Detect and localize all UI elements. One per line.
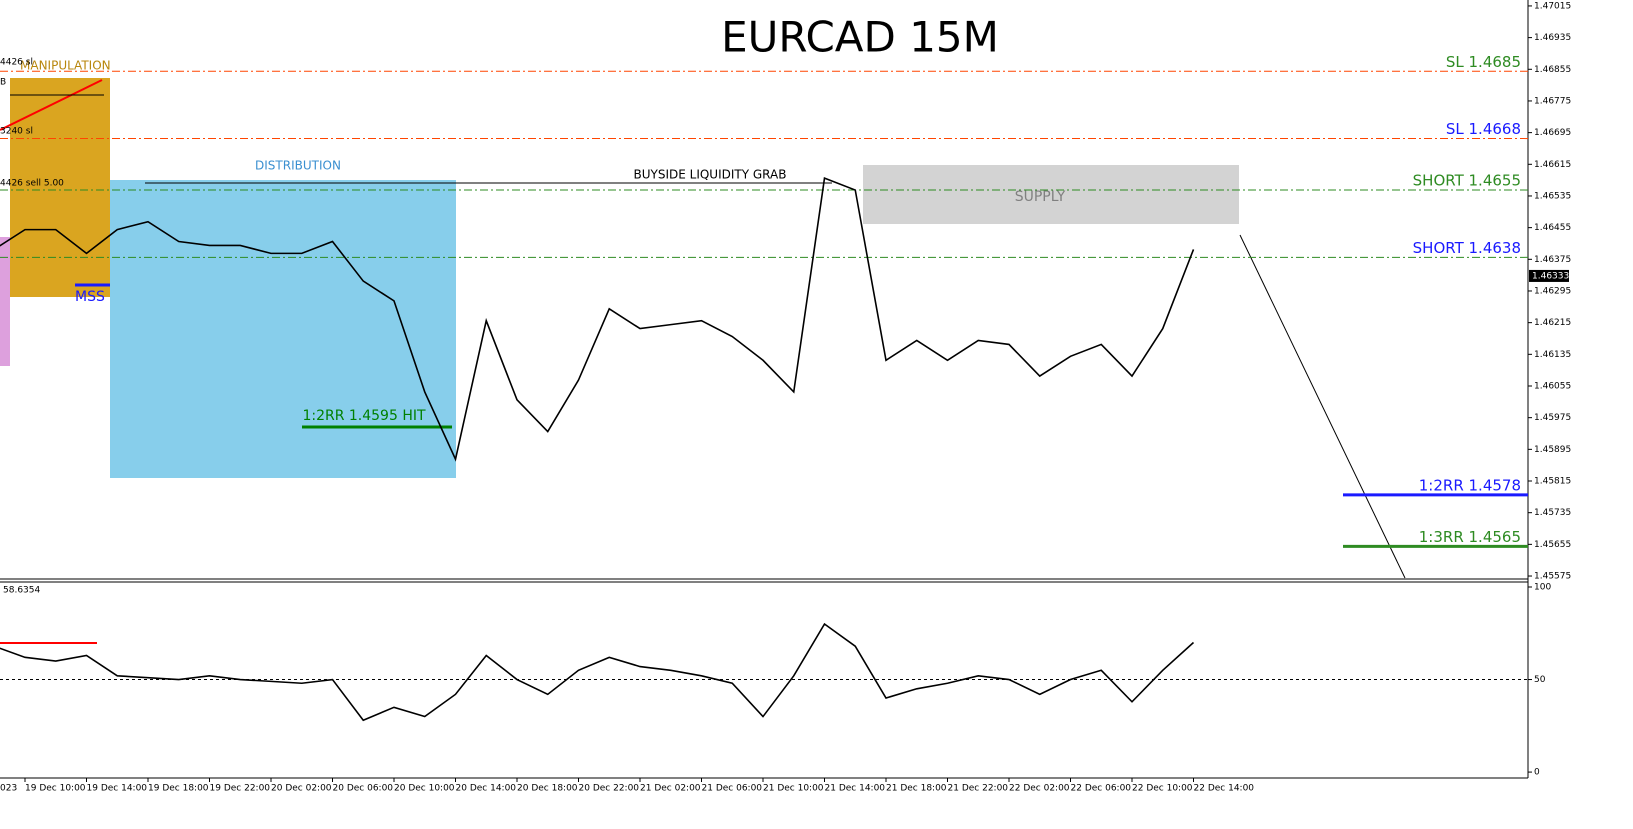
x-tick-label: 21 Dec 18:00: [886, 784, 947, 794]
x-tick-label: 21 Dec 06:00: [702, 784, 763, 794]
order-label: 3240 sl: [0, 127, 33, 137]
x-tick-label: 19 Dec 10:00: [25, 784, 86, 794]
x-tick-label: 21 Dec 14:00: [825, 784, 886, 794]
x-tick-label: 19 Dec 18:00: [148, 784, 209, 794]
x-tick-label: 19 Dec 22:00: [210, 784, 271, 794]
annotation: DISTRIBUTION: [255, 159, 341, 173]
supply-box: [863, 165, 1239, 224]
annotation: 1:2RR 1.4595 HIT: [302, 408, 426, 424]
level-label: 1:3RR 1.4565: [1419, 528, 1521, 546]
y-tick-label: 1.46855: [1534, 65, 1571, 75]
x-tick-label: 20 Dec 22:00: [579, 784, 640, 794]
level-label: SL 1.4668: [1446, 120, 1521, 138]
level-label: 1:2RR 1.4578: [1419, 476, 1521, 494]
x-tick-label: 20 Dec 18:00: [517, 784, 578, 794]
x-tick-label: 023: [0, 784, 17, 794]
x-tick-label: 19 Dec 14:00: [87, 784, 148, 794]
trend-line: [0, 79, 103, 131]
chart-title: EURCAD 15M: [721, 13, 999, 62]
x-tick-label: 22 Dec 06:00: [1071, 784, 1132, 794]
y-tick-label: 1.45575: [1534, 572, 1571, 582]
x-tick-label: 21 Dec 10:00: [763, 784, 824, 794]
x-tick-label: 20 Dec 02:00: [271, 784, 332, 794]
y-tick-label: 1.46775: [1534, 96, 1571, 106]
y-tick-label: 1.46695: [1534, 128, 1571, 138]
level-label: SL 1.4685: [1446, 53, 1521, 71]
y-tick-label: 1.46535: [1534, 191, 1571, 201]
order-label: B: [0, 78, 6, 88]
x-tick-label: 20 Dec 14:00: [456, 784, 517, 794]
y-tick-label: 1.46135: [1534, 350, 1571, 360]
order-label: 4426 sell 5.00: [0, 179, 64, 189]
pink-zone: [0, 237, 10, 366]
x-tick-label: 22 Dec 14:00: [1194, 784, 1255, 794]
y-tick-label: 1.46615: [1534, 160, 1571, 170]
y2-tick-label: 0: [1534, 768, 1540, 778]
x-tick-label: 22 Dec 02:00: [1009, 784, 1070, 794]
y-tick-label: 1.45735: [1534, 508, 1571, 518]
order-label: 4426 sl: [0, 58, 33, 68]
x-tick-label: 20 Dec 06:00: [333, 784, 394, 794]
annotation: MSS: [75, 289, 105, 305]
current-price-box: [1529, 269, 1569, 282]
y-tick-label: 1.46375: [1534, 255, 1571, 265]
annotation: SUPPLY: [1015, 189, 1066, 205]
y-tick-label: 1.45815: [1534, 477, 1571, 487]
y-tick-label: 1.47015: [1534, 1, 1571, 11]
y-tick-label: 1.46055: [1534, 381, 1571, 391]
current-price-label: 1.46333: [1532, 271, 1569, 281]
y-tick-label: 1.45975: [1534, 413, 1571, 423]
y-tick-label: 1.46935: [1534, 33, 1571, 43]
x-tick-label: 20 Dec 10:00: [394, 784, 455, 794]
level-label: SHORT 1.4655: [1413, 172, 1521, 190]
y-tick-label: 1.46455: [1534, 223, 1571, 233]
y2-tick-label: 50: [1534, 675, 1546, 685]
x-tick-label: 22 Dec 10:00: [1132, 784, 1193, 794]
annotation: BUYSIDE LIQUIDITY GRAB: [634, 168, 787, 182]
manipulation-box: [10, 78, 110, 297]
projection-line: [1239, 234, 1406, 579]
y-tick-label: 1.45895: [1534, 445, 1571, 455]
y2-tick-label: 100: [1534, 582, 1551, 592]
price-line: [0, 177, 1195, 462]
x-tick-label: 21 Dec 22:00: [948, 784, 1009, 794]
level-label: SHORT 1.4638: [1413, 239, 1521, 257]
x-tick-label: 21 Dec 02:00: [640, 784, 701, 794]
y-tick-label: 1.45655: [1534, 540, 1571, 550]
rsi-value: 58.6354: [3, 586, 40, 596]
y-tick-label: 1.46215: [1534, 318, 1571, 328]
y-tick-label: 1.46295: [1534, 286, 1571, 296]
rsi-line: [0, 622, 1195, 722]
annotation: MANIPULATION: [20, 59, 111, 73]
